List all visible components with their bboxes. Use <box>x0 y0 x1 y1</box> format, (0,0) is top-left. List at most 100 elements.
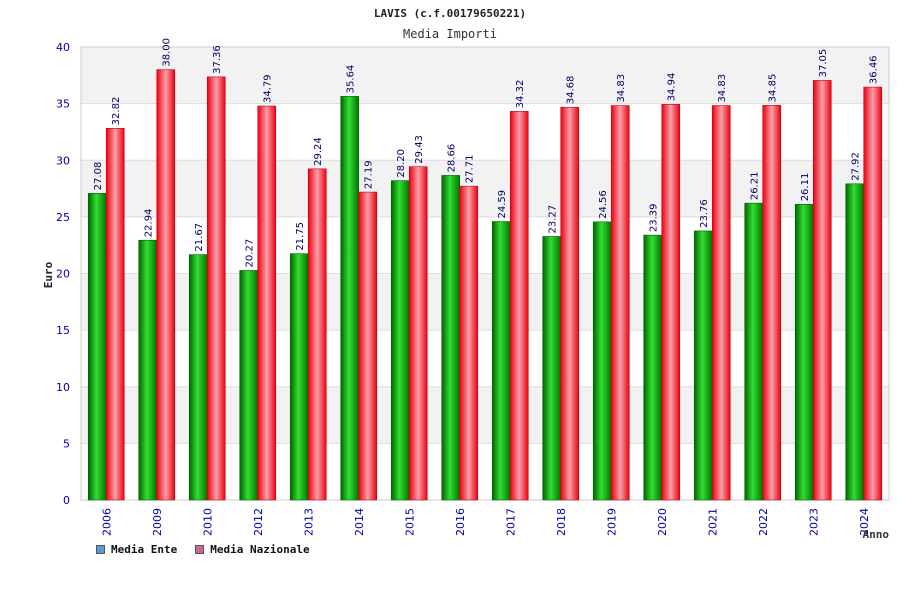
x-tick-label: 2023 <box>807 508 820 536</box>
data-label-ente-2015: 28.20 <box>396 149 407 178</box>
bar-nazionale-2024 <box>863 86 883 501</box>
bar-ente-2014 <box>340 96 360 501</box>
data-label-nazionale-2013: 29.24 <box>313 137 324 166</box>
y-axis-label: Euro <box>42 261 55 288</box>
x-tick-label: 2015 <box>403 508 416 536</box>
bar-nazionale-2018 <box>560 106 580 501</box>
bar-nazionale-2013 <box>307 168 327 501</box>
data-labels: 27.08 32.82 22.94 38.00 21.67 37.36 20.27 34.79… <box>93 38 880 267</box>
chart-subtitle: Media Importi <box>403 27 497 41</box>
x-tick-label: 2022 <box>757 508 770 536</box>
data-label-nazionale-2010: 37.36 <box>212 45 223 74</box>
bar-ente-2021 <box>693 230 713 501</box>
data-label-ente-2009: 22.94 <box>144 209 155 238</box>
data-label-ente-2023: 26.11 <box>800 173 811 202</box>
y-tick-label: 25 <box>56 211 70 224</box>
bar-nazionale-2017 <box>509 111 529 501</box>
x-axis-label: Anno <box>863 528 890 541</box>
data-label-ente-2012: 20.27 <box>245 239 256 268</box>
data-label-nazionale-2015: 29.43 <box>414 135 425 164</box>
bar-nazionale-2022 <box>762 105 782 501</box>
data-label-ente-2006: 27.08 <box>93 162 104 191</box>
x-tick-label: 2018 <box>555 508 568 536</box>
bar-nazionale-2012 <box>257 105 277 501</box>
bar-ente-2019 <box>592 221 612 501</box>
bar-ente-2012 <box>239 270 259 501</box>
bar-nazionale-2006 <box>105 128 125 501</box>
data-label-nazionale-2006: 32.82 <box>111 97 122 126</box>
bar-nazionale-2009 <box>156 69 176 501</box>
bar-ente-2018 <box>542 236 562 501</box>
bar-nazionale-2019 <box>610 105 630 501</box>
data-label-nazionale-2023: 37.05 <box>818 49 829 78</box>
bar-ente-2017 <box>491 221 511 501</box>
data-label-ente-2022: 26.21 <box>750 172 761 201</box>
x-tick-label: 2014 <box>353 508 366 536</box>
bar-nazionale-2023 <box>812 80 832 501</box>
x-tick-label: 2021 <box>706 508 719 536</box>
x-tick-label: 2010 <box>201 508 214 536</box>
bar-nazionale-2016 <box>459 185 479 501</box>
bar-ente-2009 <box>138 239 158 501</box>
x-tick-label: 2017 <box>504 508 517 536</box>
legend-label-nazionale: Media Nazionale <box>210 543 310 556</box>
x-tick-label: 2016 <box>454 508 467 536</box>
bar-ente-2023 <box>794 204 814 501</box>
y-tick-label: 15 <box>56 324 70 337</box>
data-label-ente-2017: 24.59 <box>497 190 508 219</box>
data-label-nazionale-2016: 27.71 <box>465 155 476 184</box>
legend-swatch-ente <box>96 545 105 554</box>
bar-nazionale-2010 <box>206 76 226 501</box>
data-label-ente-2024: 27.92 <box>851 152 862 181</box>
data-label-nazionale-2009: 38.00 <box>162 38 173 67</box>
data-label-nazionale-2020: 34.94 <box>667 73 678 102</box>
x-tick-label: 2013 <box>302 508 315 536</box>
data-label-nazionale-2017: 34.32 <box>515 80 526 109</box>
y-tick-label: 0 <box>63 494 70 507</box>
bar-ente-2024 <box>845 183 865 501</box>
bar-nazionale-2014 <box>358 191 378 501</box>
data-label-ente-2010: 21.67 <box>194 223 205 252</box>
data-label-ente-2019: 24.56 <box>598 190 609 219</box>
data-label-ente-2014: 35.64 <box>346 65 357 94</box>
data-label-nazionale-2022: 34.85 <box>768 74 779 103</box>
plot-area <box>80 46 890 501</box>
bar-nazionale-2015 <box>408 166 428 501</box>
data-label-ente-2021: 23.76 <box>699 199 710 228</box>
data-label-nazionale-2014: 27.19 <box>364 160 375 189</box>
y-tick-label: 40 <box>56 41 70 54</box>
x-tick-label: 2006 <box>100 508 113 536</box>
x-axis-ticks: 2006 2009 2010 2012 2013 2014 2015 2016 2017 2018… <box>100 508 871 536</box>
data-label-nazionale-2021: 34.83 <box>717 74 728 103</box>
data-label-ente-2013: 21.75 <box>295 222 306 251</box>
bar-ente-2013 <box>289 253 309 501</box>
data-label-nazionale-2019: 34.83 <box>616 74 627 103</box>
y-axis-ticks: 0 5 10 15 20 25 30 35 40 <box>56 41 70 507</box>
x-tick-label: 2019 <box>605 508 618 536</box>
legend-swatch-nazionale <box>195 545 205 554</box>
data-label-nazionale-2012: 34.79 <box>263 74 274 103</box>
x-tick-label: 2020 <box>656 508 669 536</box>
bar-nazionale-2021 <box>711 105 731 501</box>
data-label-nazionale-2024: 36.46 <box>869 55 880 84</box>
legend-item-nazionale: Media Nazionale <box>195 543 310 556</box>
data-label-ente-2018: 23.27 <box>548 205 559 234</box>
legend-item-ente: Media Ente <box>96 543 177 556</box>
y-tick-label: 5 <box>63 437 70 450</box>
x-tick-label: 2024 <box>858 508 871 536</box>
legend: Media Ente Media Nazionale <box>96 543 310 556</box>
legend-label-ente: Media Ente <box>111 543 178 556</box>
bar-ente-2022 <box>744 202 764 501</box>
data-label-ente-2020: 23.39 <box>649 203 660 232</box>
bars <box>87 69 883 501</box>
y-tick-label: 20 <box>56 268 70 281</box>
bar-ente-2015 <box>390 180 410 501</box>
data-label-ente-2016: 28.66 <box>447 144 458 173</box>
x-tick-label: 2009 <box>151 508 164 536</box>
data-label-nazionale-2018: 34.68 <box>566 76 577 105</box>
bar-ente-2016 <box>441 175 461 501</box>
bar-ente-2006 <box>87 193 107 501</box>
x-tick-label: 2012 <box>252 508 265 536</box>
bar-ente-2010 <box>188 254 208 501</box>
